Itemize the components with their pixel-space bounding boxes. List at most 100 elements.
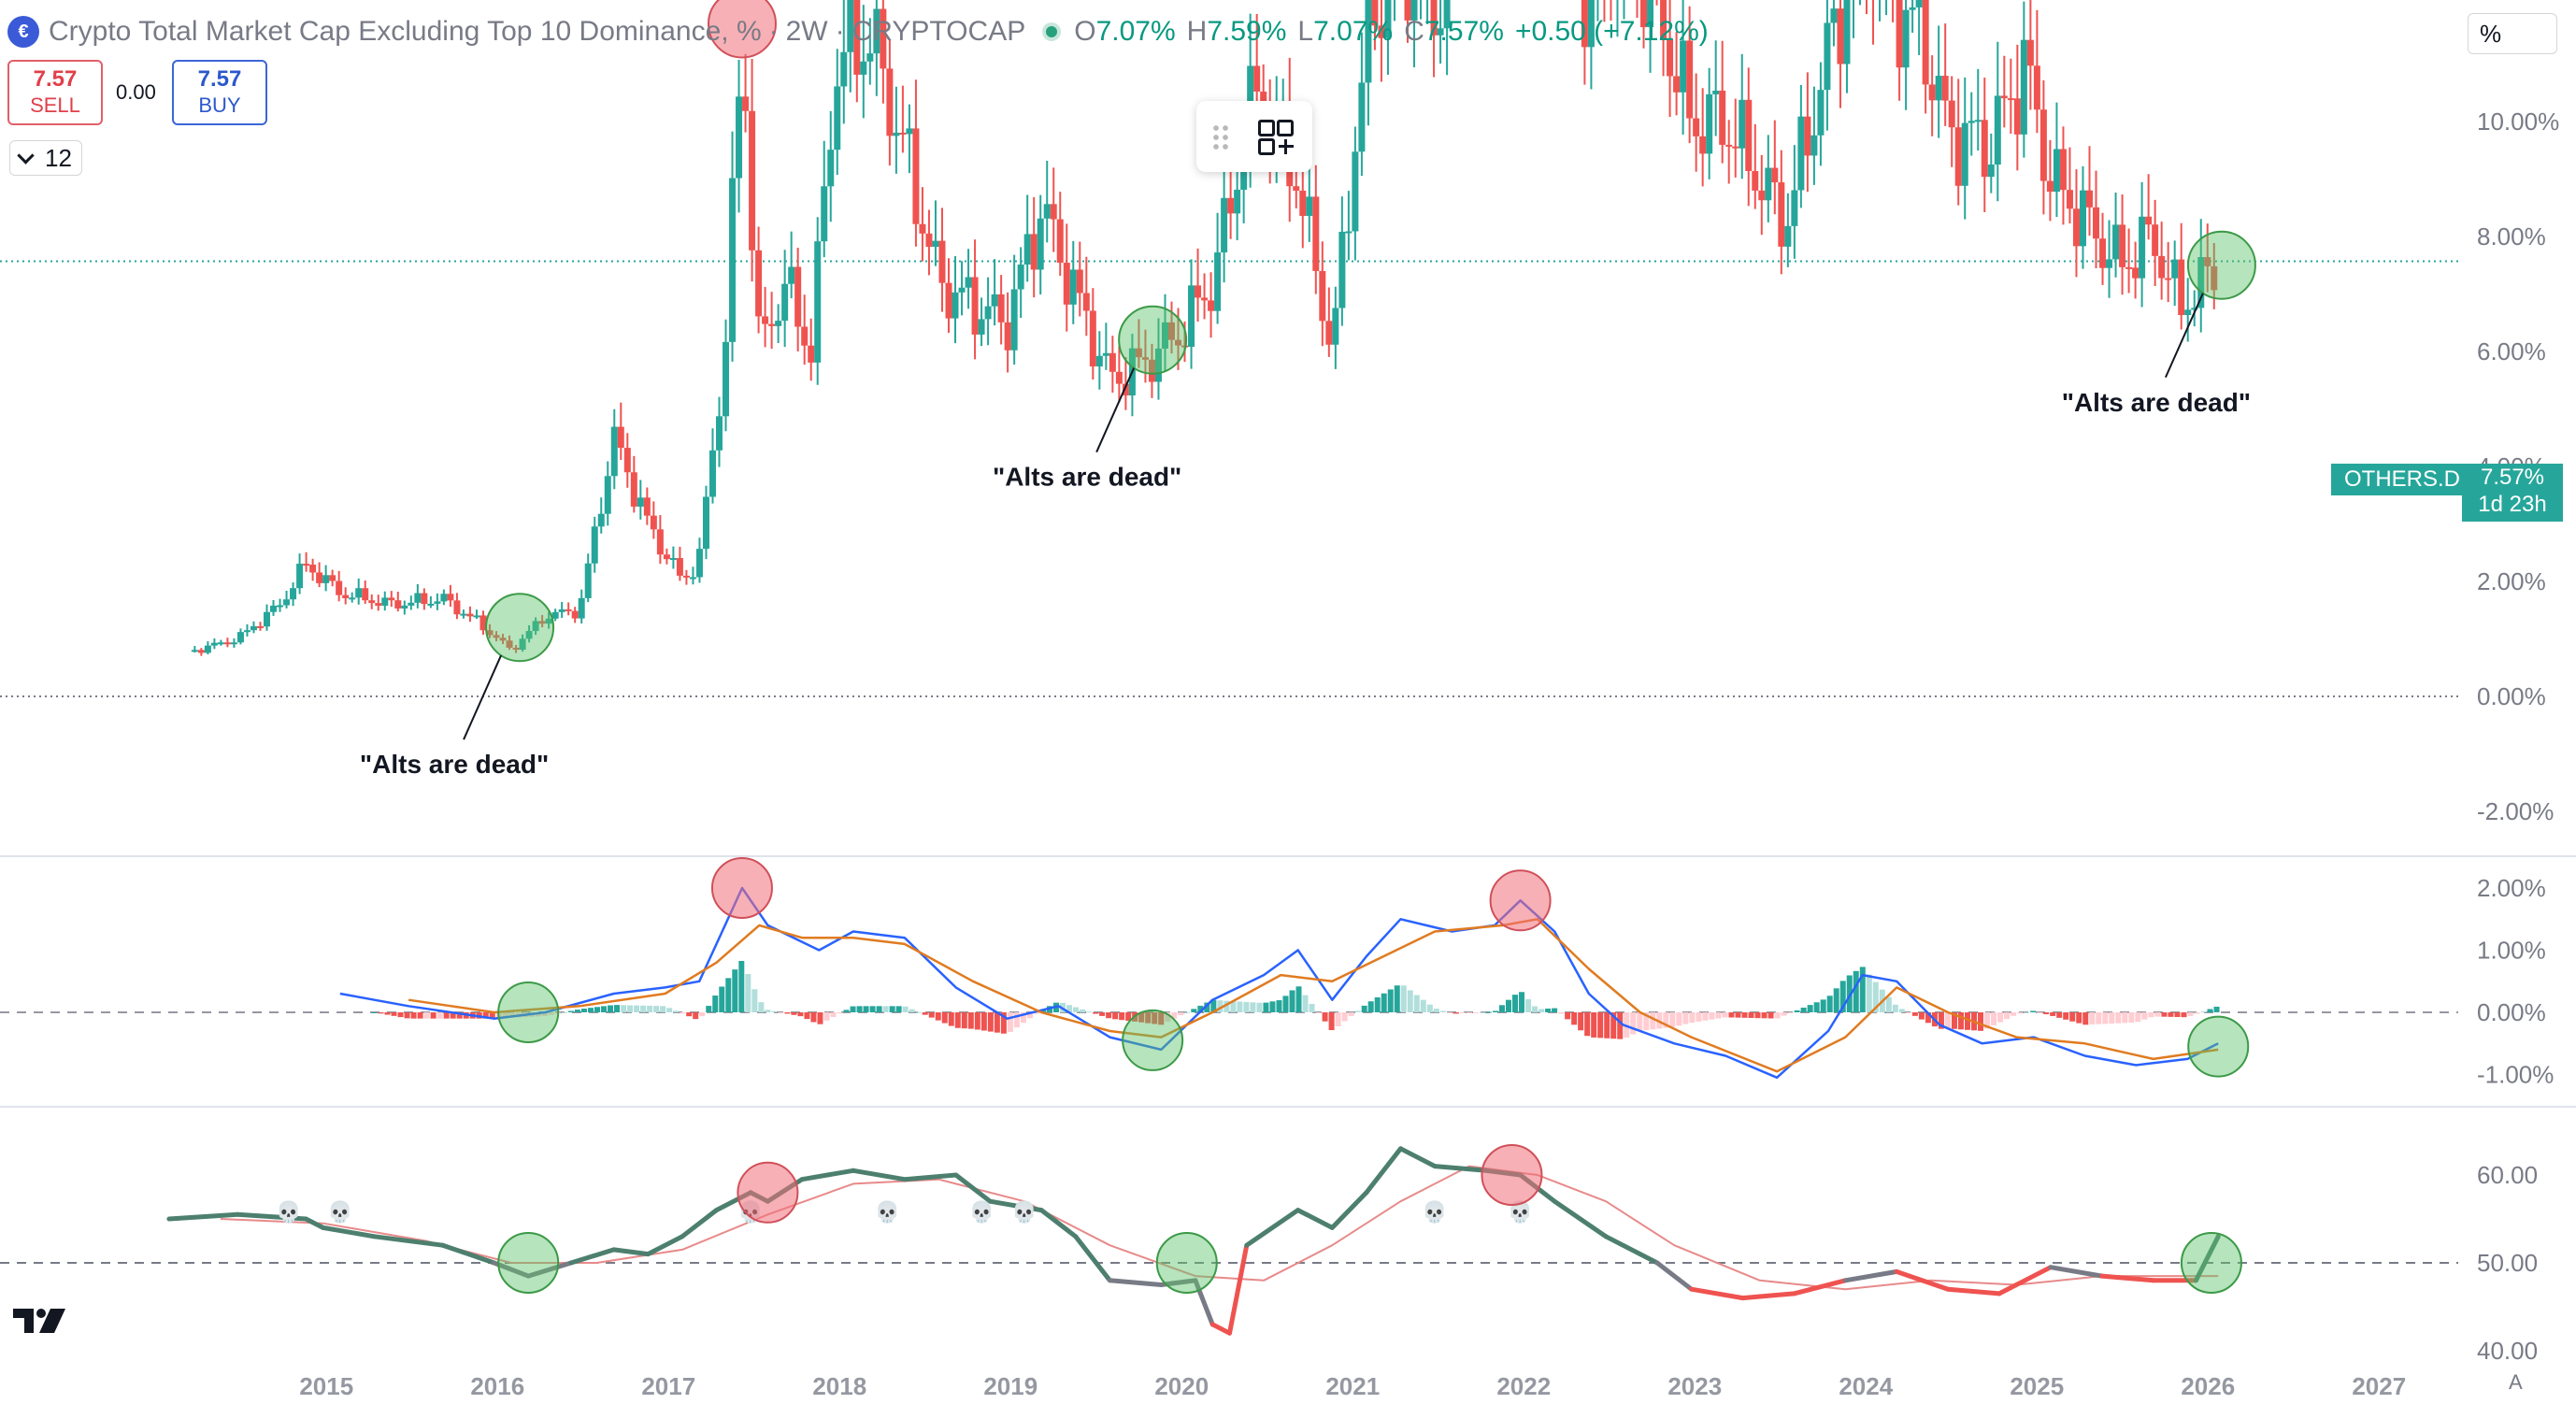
candle-body — [375, 603, 382, 606]
symbol-title[interactable]: Crypto Total Market Cap Excluding Top 10… — [49, 16, 762, 47]
scale-mode-select[interactable]: % — [2468, 13, 2557, 54]
candle-body — [1581, 0, 1588, 48]
macd-bar — [1512, 995, 1519, 1012]
macd-bar — [1374, 996, 1381, 1012]
candle-body — [1443, 0, 1451, 29]
macd-bar — [1367, 1001, 1374, 1012]
spread-value: 0.00 — [116, 80, 156, 104]
indicator-count-toggle[interactable]: 12 — [9, 140, 82, 176]
candle-body — [2171, 259, 2179, 279]
candle-body — [1148, 359, 1155, 382]
candle-body — [1771, 167, 1779, 183]
candle-body — [1135, 348, 1142, 358]
macd-bar — [778, 1012, 784, 1013]
macd-bar — [1361, 1005, 1367, 1012]
y-axis-tick: -1.00% — [2477, 1061, 2554, 1089]
macd-bar — [843, 1010, 850, 1012]
tradingview-logo-icon[interactable] — [13, 1305, 73, 1337]
interval-label[interactable]: 2W — [785, 16, 828, 47]
y-axis-tick: -2.00% — [2477, 797, 2554, 825]
candle-body — [1712, 90, 1720, 94]
buy-button[interactable]: 7.57 BUY — [172, 60, 267, 125]
candle-body — [1843, 0, 1851, 64]
candle-body — [486, 630, 494, 636]
macd-bar — [489, 1012, 495, 1019]
macd-bar — [1106, 1012, 1112, 1019]
macd-bar — [1643, 1012, 1650, 1031]
auto-scale-button[interactable]: A — [2509, 1370, 2523, 1394]
last-price-badge: 7.57% 1d 23h — [2462, 464, 2563, 522]
candle-body — [978, 319, 985, 335]
signal-line — [408, 918, 2219, 1073]
rsi-line-segment — [1894, 1268, 1951, 1292]
x-axis-tick: 2017 — [641, 1372, 695, 1400]
macd-bar — [909, 1009, 915, 1012]
candle-body — [2204, 257, 2211, 266]
candle-body — [236, 632, 244, 643]
sell-button[interactable]: 7.57 SELL — [7, 60, 103, 125]
candle-body — [230, 642, 237, 645]
candle-body — [408, 602, 415, 606]
macd-bar — [2161, 1012, 2168, 1017]
macd-bar — [561, 1011, 567, 1013]
macd-bar — [1591, 1012, 1597, 1038]
macd-bar — [712, 996, 719, 1012]
candle-body — [2026, 39, 2034, 66]
macd-bar — [1394, 985, 1400, 1012]
candle-body — [1647, 0, 1654, 28]
candle-body — [256, 625, 264, 628]
macd-bar — [1328, 1012, 1335, 1031]
macd-bar — [1466, 1012, 1472, 1013]
macd-bar — [2122, 1012, 2128, 1024]
object-tree-icon[interactable] — [1258, 120, 1294, 155]
drag-grip-icon[interactable] — [1211, 123, 1230, 151]
candle-body — [2020, 39, 2027, 135]
candle-body — [1082, 293, 1090, 311]
macd-bar — [1073, 1007, 1080, 1012]
rsi-line-segment — [1038, 1208, 1079, 1239]
candle-body — [650, 515, 657, 530]
macd-bar — [1663, 1012, 1669, 1028]
macd-bar — [1007, 1012, 1013, 1032]
macd-bar — [954, 1012, 961, 1028]
candle-body — [899, 132, 907, 135]
candle-body — [309, 565, 317, 573]
macd-bar — [1472, 1012, 1479, 1013]
rsi-line-segment — [1689, 1286, 1745, 1301]
candle-body — [2086, 190, 2094, 208]
candle-body — [1693, 118, 1700, 136]
macd-bar — [804, 1012, 810, 1020]
candle-body — [1706, 93, 1713, 154]
macd-bar — [1617, 1012, 1624, 1039]
candle-body — [958, 287, 966, 293]
macd-bar — [1099, 1012, 1106, 1016]
candle-body — [558, 609, 565, 612]
macd-bar — [1387, 989, 1394, 1012]
rsi-line-segment — [1295, 1208, 1335, 1230]
macd-bar — [2109, 1012, 2115, 1024]
macd-bar — [1335, 1012, 1341, 1026]
rsi-line-segment — [1654, 1260, 1695, 1292]
macd-bar — [1715, 1012, 1722, 1019]
candle-body — [1345, 231, 1352, 234]
macd-bar — [1833, 988, 1839, 1012]
rsi-line-segment — [1603, 1234, 1660, 1266]
macd-bar — [1315, 1012, 1322, 1013]
macd-bar — [1354, 1010, 1361, 1012]
candle-body — [1896, 0, 1903, 68]
rsi-line-segment — [568, 1247, 617, 1266]
macd-bar — [1637, 1012, 1643, 1032]
candle-body — [2066, 190, 2073, 209]
candle-body — [1587, 0, 1595, 48]
macd-bar — [1696, 1012, 1702, 1022]
candle-body — [2197, 257, 2205, 308]
bottom-marker — [1118, 305, 1188, 375]
candle-body — [493, 635, 500, 638]
market-status-icon[interactable] — [1042, 22, 1062, 41]
candle-body — [1076, 269, 1083, 294]
annotation-label: "Alts are dead" — [2062, 388, 2251, 417]
annotation-arrow — [463, 654, 502, 740]
candle-body — [2119, 224, 2126, 267]
macd-bar — [1872, 981, 1879, 1012]
